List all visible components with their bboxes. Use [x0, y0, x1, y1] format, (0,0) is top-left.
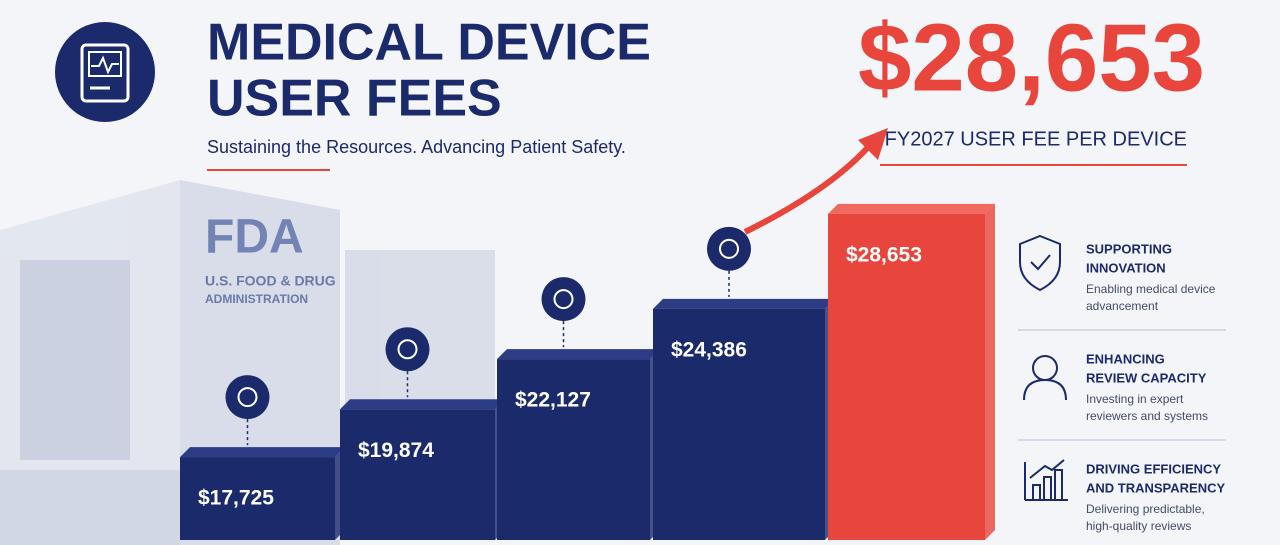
panel-item-title: DRIVING EFFICIENCY: [1086, 461, 1221, 476]
panel-item-title: REVIEW CAPACITY: [1086, 370, 1207, 385]
bar-side: [985, 203, 995, 540]
bar-top: [180, 447, 345, 458]
bar-value-label: $19,874: [358, 439, 434, 462]
panel-item-title: ENHANCING: [1086, 351, 1165, 366]
headline-caption: FY2027 USER FEE PER DEVICE: [885, 128, 1187, 150]
step-icon-glyph: [719, 238, 739, 259]
step-icon-glyph: [237, 387, 258, 408]
bar-value-label: $24,386: [671, 338, 747, 361]
monitor-icon: [55, 22, 155, 122]
step-icon: [707, 226, 751, 271]
panel-icons: [1019, 234, 1068, 501]
step-icon: [385, 327, 430, 372]
bar-top: [828, 203, 995, 214]
bar-top: [497, 349, 660, 360]
panel-item-desc: Investing in expert: [1086, 392, 1184, 406]
bar: [180, 457, 335, 540]
bar-value-label: $28,653: [846, 243, 922, 266]
growth-arrow: [743, 143, 873, 235]
headline-amount: $28,653: [858, 4, 1205, 111]
fda-name: U.S. FOOD & DRUG: [205, 273, 336, 289]
panel-item-title: SUPPORTING: [1086, 241, 1172, 256]
bar-top: [653, 298, 835, 309]
panel-item-title: INNOVATION: [1086, 260, 1166, 275]
bar: [828, 213, 985, 540]
title: MEDICAL DEVICE: [207, 14, 651, 72]
bar-top: [340, 399, 505, 410]
panel-item-desc: high-quality reviews: [1086, 519, 1191, 533]
panel-item-desc: Enabling medical device: [1086, 282, 1216, 296]
growth-arrow-head: [858, 128, 888, 160]
bar: [497, 359, 650, 540]
bar: [653, 308, 825, 540]
step-icon: [225, 375, 270, 420]
bar: [340, 409, 495, 540]
bar-value-label: $17,725: [198, 487, 274, 510]
panel-item-title: AND TRANSPARENCY: [1086, 480, 1225, 495]
bar-value-label: $22,127: [515, 389, 591, 412]
fda-logo: FDA: [205, 211, 304, 264]
step-icon-glyph: [397, 339, 418, 360]
fda-name: ADMINISTRATION: [205, 292, 308, 306]
step-icon-glyph: [553, 289, 574, 310]
panel-item-desc: Delivering predictable,: [1086, 502, 1205, 516]
title: USER FEES: [207, 70, 502, 128]
step-icon: [541, 277, 586, 322]
subtitle: Sustaining the Resources. Advancing Pati…: [207, 137, 626, 157]
panel-item-desc: reviewers and systems: [1086, 409, 1208, 423]
panel-item-desc: advancement: [1086, 299, 1159, 313]
